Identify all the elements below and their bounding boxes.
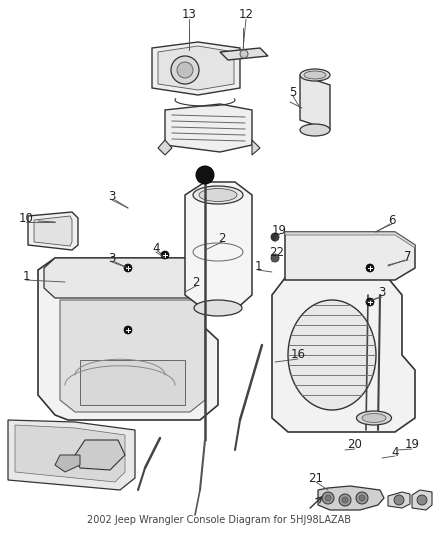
Text: 19: 19 [272,223,286,237]
Ellipse shape [357,411,392,425]
Text: 21: 21 [308,472,324,484]
Ellipse shape [199,189,237,201]
Circle shape [342,497,348,503]
Circle shape [177,62,193,78]
Polygon shape [60,300,205,412]
Polygon shape [80,360,185,405]
Ellipse shape [300,69,330,81]
Circle shape [417,495,427,505]
Polygon shape [285,232,415,280]
Polygon shape [8,420,135,490]
Circle shape [366,298,374,306]
Text: 1: 1 [254,260,262,272]
Polygon shape [152,42,240,95]
Text: 2: 2 [218,231,226,245]
Polygon shape [185,182,252,310]
Circle shape [394,495,404,505]
Polygon shape [55,455,80,472]
Circle shape [171,56,199,84]
Circle shape [124,264,132,272]
Text: 2002 Jeep Wrangler Console Diagram for 5HJ98LAZAB: 2002 Jeep Wrangler Console Diagram for 5… [87,515,351,525]
Text: 3: 3 [378,287,386,300]
Circle shape [322,492,334,504]
Polygon shape [75,440,125,470]
Text: 3: 3 [108,190,116,203]
Text: 5: 5 [290,85,297,99]
Polygon shape [158,140,172,155]
Polygon shape [318,486,384,510]
Text: 19: 19 [405,439,420,451]
Text: 1: 1 [22,270,30,282]
Polygon shape [412,490,432,510]
Circle shape [196,166,214,184]
Polygon shape [34,216,72,246]
Text: 6: 6 [388,214,396,227]
Text: 4: 4 [152,241,160,254]
Circle shape [124,326,132,334]
Ellipse shape [362,414,386,423]
Polygon shape [158,46,234,90]
Polygon shape [220,48,268,60]
Ellipse shape [304,71,326,79]
Circle shape [339,494,351,506]
Circle shape [359,495,365,501]
Circle shape [325,495,331,501]
Ellipse shape [300,124,330,136]
Text: 13: 13 [182,9,196,21]
Polygon shape [28,212,78,250]
Polygon shape [15,425,125,482]
Text: 7: 7 [404,249,412,262]
Polygon shape [44,258,205,298]
Polygon shape [165,104,252,152]
Text: 12: 12 [239,9,254,21]
Polygon shape [38,258,218,420]
Text: 16: 16 [290,349,305,361]
Circle shape [366,264,374,272]
Circle shape [240,50,248,58]
Polygon shape [252,140,260,155]
Text: 4: 4 [391,446,399,458]
Ellipse shape [288,300,376,410]
Text: 22: 22 [269,246,285,260]
Text: 20: 20 [348,439,362,451]
Circle shape [271,254,279,262]
Text: 10: 10 [18,212,33,224]
Ellipse shape [194,300,242,316]
Circle shape [271,233,279,241]
Text: 2: 2 [192,276,200,288]
Polygon shape [272,278,415,432]
Circle shape [356,492,368,504]
Polygon shape [388,492,410,508]
Circle shape [161,251,169,259]
Polygon shape [300,75,330,130]
Text: 3: 3 [108,252,116,264]
Polygon shape [285,232,415,248]
Ellipse shape [193,186,243,204]
